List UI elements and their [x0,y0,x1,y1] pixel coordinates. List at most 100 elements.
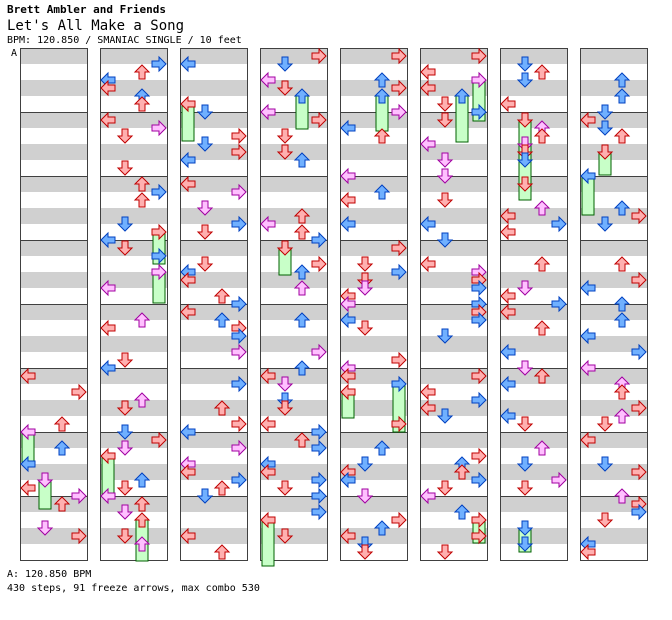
down-arrow-icon [356,544,374,560]
measure-band [580,336,648,352]
up-arrow-icon [213,288,231,304]
measure-band [20,240,88,256]
up-arrow-icon [133,192,151,208]
left-arrow-icon [100,231,116,249]
down-arrow-icon [516,416,534,432]
measure-band [420,400,488,416]
right-arrow-icon [311,423,327,441]
up-arrow-icon [533,440,551,456]
down-arrow-icon [596,456,614,472]
measure-band [20,368,88,384]
left-arrow-icon [420,487,436,505]
measure-band [100,464,168,480]
down-arrow-icon [36,520,54,536]
down-arrow-icon [436,328,454,344]
left-arrow-icon [580,543,596,561]
measure-band [340,144,408,160]
measure-band [100,112,168,128]
measure-band [20,112,88,128]
down-arrow-icon [356,320,374,336]
measure-band [100,528,168,544]
up-arrow-icon [293,264,311,280]
down-arrow-icon [116,128,134,144]
measure-band [100,272,168,288]
right-arrow-icon [71,487,87,505]
measure-band [180,496,248,512]
left-arrow-icon [180,527,196,545]
measure-band [20,208,88,224]
measure-band [340,176,408,192]
measure-band [180,112,248,128]
measure-band [420,80,488,96]
measure-band [180,432,248,448]
up-arrow-icon [293,152,311,168]
up-arrow-icon [373,72,391,88]
measure-band [260,176,328,192]
measure-band [500,304,568,320]
measure-band [260,496,328,512]
up-arrow-icon [293,432,311,448]
measure-band [100,208,168,224]
down-arrow-icon [436,408,454,424]
measure-band [580,464,648,480]
left-arrow-icon [420,399,436,417]
right-arrow-icon [391,415,407,433]
measure-band [180,400,248,416]
measure-band [580,240,648,256]
down-arrow-icon [436,232,454,248]
down-arrow-icon [516,480,534,496]
up-arrow-icon [613,408,631,424]
up-arrow-icon [373,88,391,104]
left-arrow-icon [180,151,196,169]
left-arrow-icon [340,311,356,329]
measure-band [180,304,248,320]
left-arrow-icon [340,295,356,313]
left-arrow-icon [100,487,116,505]
left-arrow-icon [500,375,516,393]
down-arrow-icon [276,80,294,96]
up-arrow-icon [213,312,231,328]
measure-band [20,48,88,64]
left-arrow-icon [500,207,516,225]
right-arrow-icon [311,503,327,521]
measure-band [580,304,648,320]
measure-band [100,240,168,256]
measure-band [260,528,328,544]
up-arrow-icon [373,520,391,536]
right-arrow-icon [151,431,167,449]
left-arrow-icon [580,111,596,129]
up-arrow-icon [533,256,551,272]
right-arrow-icon [231,415,247,433]
right-arrow-icon [311,487,327,505]
bpm-summary: A: 120.850 BPM [7,569,92,580]
right-arrow-icon [391,351,407,369]
measure-band [420,240,488,256]
right-arrow-icon [231,143,247,161]
left-arrow-icon [100,79,116,97]
down-arrow-icon [516,176,534,192]
up-arrow-icon [293,88,311,104]
down-arrow-icon [596,144,614,160]
measure-band [580,400,648,416]
measure-band [20,304,88,320]
measure-band [100,48,168,64]
left-arrow-icon [100,111,116,129]
measure-band [580,176,648,192]
right-arrow-icon [551,471,567,489]
measure-band [100,80,168,96]
right-arrow-icon [471,311,487,329]
down-arrow-icon [516,72,534,88]
measure-band [580,144,648,160]
left-arrow-icon [340,527,356,545]
up-arrow-icon [613,200,631,216]
measure-band [500,496,568,512]
left-arrow-icon [100,359,116,377]
left-arrow-icon [180,271,196,289]
measure-band [260,464,328,480]
right-arrow-icon [311,471,327,489]
down-arrow-icon [356,280,374,296]
right-arrow-icon [471,447,487,465]
measure-band [340,400,408,416]
measure-band [500,240,568,256]
